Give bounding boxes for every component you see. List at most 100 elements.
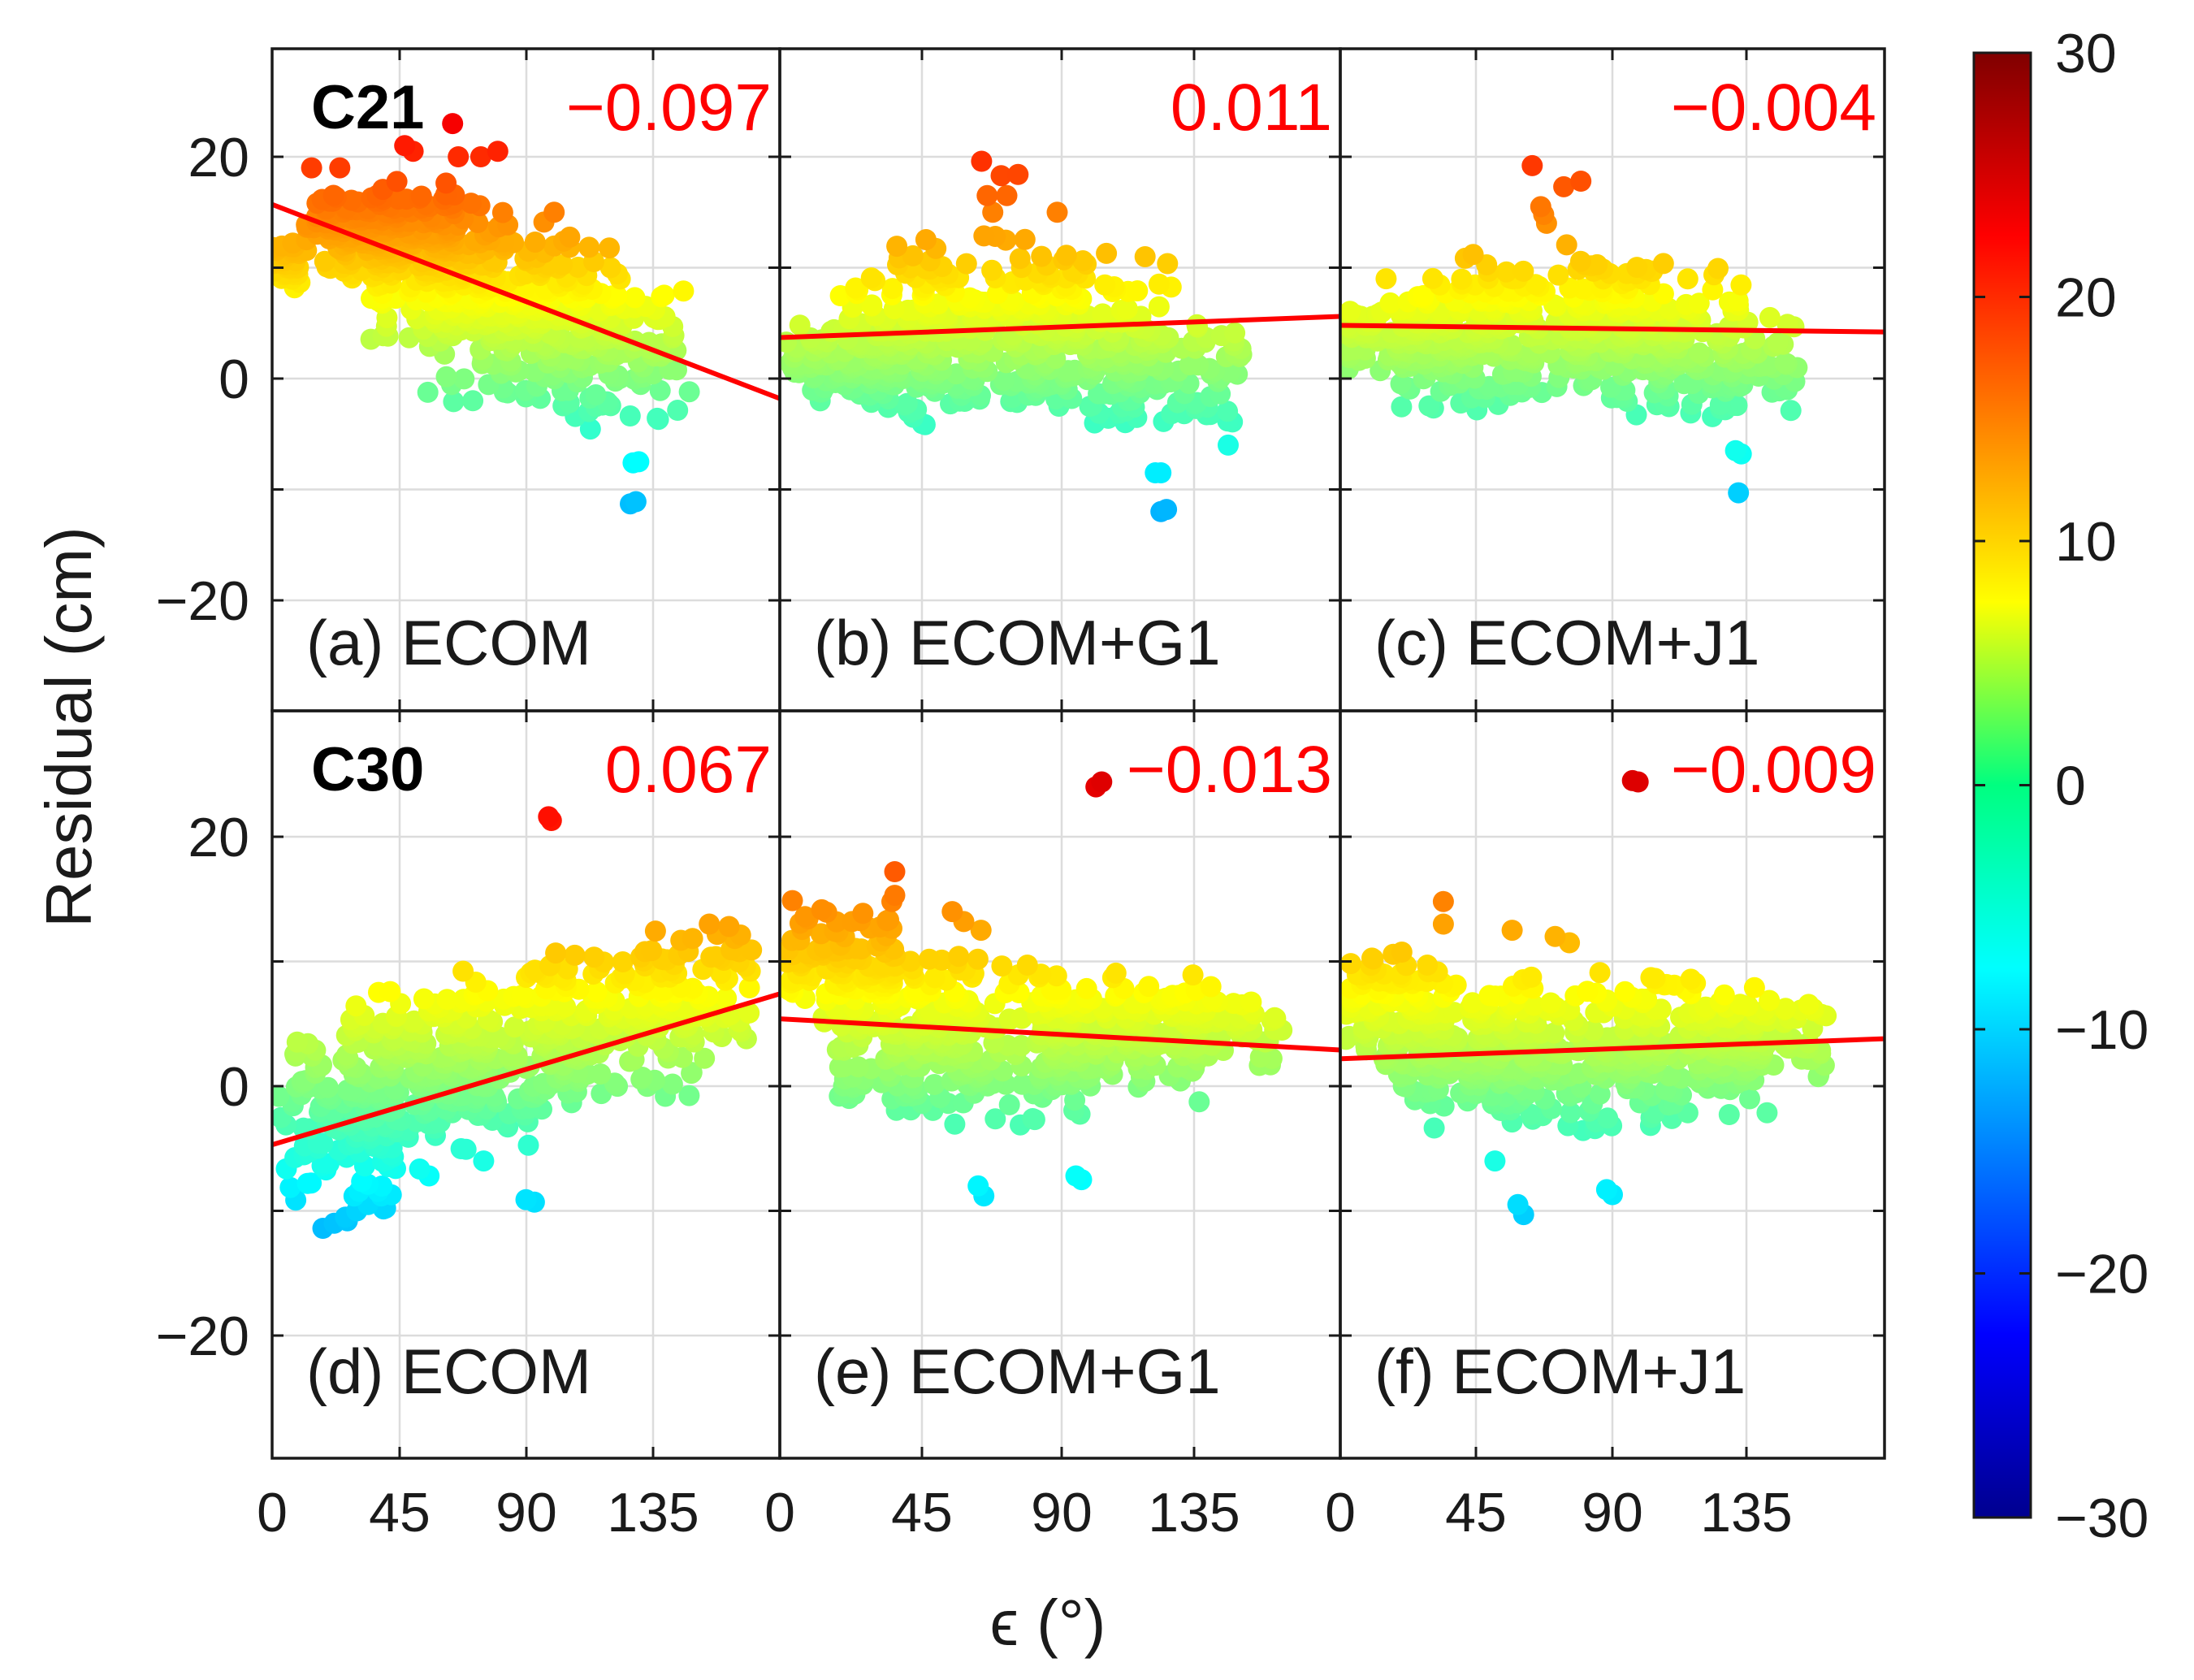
- scatter-point: [1626, 257, 1648, 279]
- fit-line: [272, 991, 780, 1148]
- scatter-point: [1589, 962, 1611, 984]
- x-axis-label: ϵ (°): [990, 1587, 1106, 1659]
- slope-value: 0.011: [1171, 71, 1332, 145]
- scatter-point: [996, 184, 1018, 206]
- fit-line: [1340, 323, 1885, 335]
- scatter-point: [1391, 942, 1413, 963]
- scatter-point: [647, 407, 669, 429]
- scatter-point: [1055, 245, 1077, 266]
- scatter-point: [590, 1063, 612, 1085]
- scatter-point: [413, 988, 435, 1010]
- scatter-point: [435, 366, 457, 388]
- scatter-point: [1091, 771, 1113, 793]
- scatter-point: [564, 944, 586, 966]
- x-tick-label: 0: [1325, 1482, 1356, 1544]
- scatter-point: [673, 280, 695, 302]
- y-tick-label: −20: [156, 570, 249, 632]
- scatter-point: [984, 1108, 1006, 1130]
- scatter-point: [970, 920, 992, 942]
- scatter-point: [1045, 965, 1067, 987]
- panel-d: 20 0 −20 0 45 90 135 (d) ECOM 0.067 C30: [156, 709, 781, 1544]
- scatter-point: [301, 157, 322, 179]
- scatter-point: [1222, 993, 1244, 1015]
- scatter-point: [915, 229, 937, 250]
- scatter-point: [1677, 268, 1699, 290]
- x-tick-label: 90: [495, 1482, 557, 1544]
- scatter-point: [1521, 154, 1543, 176]
- scatter-point: [1179, 354, 1201, 375]
- scatter-point: [1116, 298, 1138, 320]
- y-tick-label: 20: [188, 127, 249, 188]
- panel-label: (f) ECOM+J1: [1374, 1336, 1746, 1407]
- x-tick-label: 90: [1031, 1482, 1093, 1544]
- scatter-point: [1560, 1102, 1582, 1124]
- scatter-point: [1521, 966, 1543, 988]
- scatter-point: [1016, 955, 1038, 976]
- scatter-points: [780, 150, 1253, 522]
- colorbar-tick-label: −10: [2055, 999, 2149, 1061]
- panel-c: (c) ECOM+J1 −0.004: [1339, 47, 1886, 712]
- scatter-point: [279, 1176, 301, 1198]
- panel-a: 20 0 −20 (a) ECOM −0.097 C21: [156, 47, 781, 712]
- scatter-point: [1614, 981, 1636, 1002]
- scatter-point: [1156, 499, 1178, 521]
- scatter-point: [918, 948, 940, 970]
- scatter-point: [1767, 332, 1789, 354]
- scatter-point: [699, 913, 721, 935]
- scatter-point: [718, 916, 740, 937]
- scatter-point: [971, 150, 993, 172]
- slope-value: −0.013: [1127, 733, 1332, 807]
- fit-line: [780, 314, 1340, 340]
- scatter-point: [1009, 248, 1031, 270]
- scatter-point: [345, 995, 367, 1017]
- scatter-point: [612, 951, 634, 972]
- x-tick-label: 45: [369, 1482, 431, 1544]
- scatter-point: [1075, 977, 1097, 999]
- scatter-point: [1022, 1108, 1044, 1129]
- scatter-point: [641, 940, 663, 962]
- scatter-point: [1461, 992, 1483, 1014]
- scatter-point: [625, 491, 647, 513]
- scatter-point: [1094, 274, 1116, 296]
- scatter-point: [314, 250, 335, 272]
- scatter-point: [649, 379, 671, 401]
- colorbar-tick-label: 30: [2055, 23, 2117, 84]
- scatter-point: [948, 946, 970, 968]
- scatter-point: [1577, 981, 1599, 1002]
- scatter-point: [1443, 1002, 1465, 1024]
- row-label: C21: [311, 73, 424, 142]
- y-axis-label: Residual (cm): [32, 526, 105, 927]
- scatter-point: [1775, 998, 1797, 1020]
- scatter-point: [470, 146, 491, 167]
- scatter-point: [1512, 260, 1534, 282]
- panel-label: (d) ECOM: [306, 1336, 591, 1407]
- scatter-point: [450, 1138, 472, 1159]
- scatter-point: [1540, 992, 1562, 1014]
- scatter-point: [884, 885, 906, 907]
- scatter-point: [794, 906, 816, 928]
- scatter-points: [1340, 769, 1837, 1226]
- scatter-point: [579, 418, 601, 440]
- x-tick-label: 135: [1148, 1482, 1240, 1544]
- x-tick-label: 90: [1582, 1482, 1643, 1544]
- scatter-point: [1530, 196, 1551, 218]
- x-tick-label: 135: [1700, 1482, 1792, 1544]
- scatter-point: [410, 185, 432, 207]
- scatter-point: [1680, 968, 1702, 990]
- scatter-points: [272, 113, 700, 515]
- scatter-point: [1718, 1104, 1740, 1125]
- y-tick-label: 0: [219, 349, 249, 410]
- scatter-point: [1570, 171, 1592, 192]
- scatter-point: [1707, 258, 1729, 279]
- scatter-point: [1462, 244, 1484, 266]
- scatter-point: [738, 977, 760, 998]
- scatter-point: [460, 193, 482, 214]
- scatter-point: [1340, 301, 1361, 323]
- scatter-point: [1422, 267, 1443, 289]
- scatter-point: [1451, 268, 1473, 290]
- fit-line: [780, 1016, 1340, 1053]
- panel-label: (e) ECOM+G1: [814, 1336, 1221, 1407]
- fit-line: [1340, 1036, 1885, 1062]
- scatter-point: [678, 381, 700, 403]
- scatter-point: [976, 184, 998, 206]
